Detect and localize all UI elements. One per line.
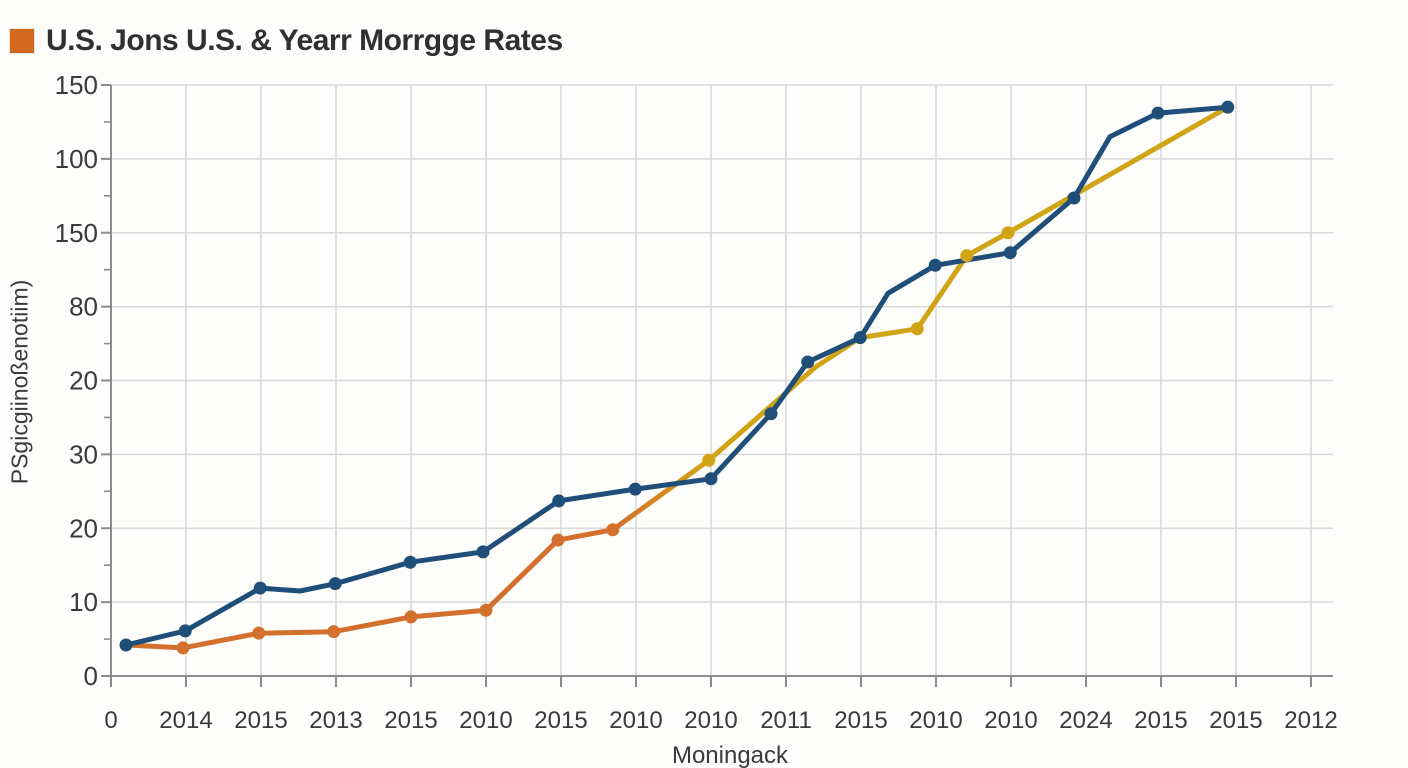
y-tick-label: 10 [69, 587, 98, 617]
data-point-marker [552, 494, 566, 508]
data-point-marker [479, 603, 493, 617]
legend-swatch-icon [9, 28, 35, 54]
y-tick-label: 150 [55, 218, 98, 248]
x-tick-label: 0 [104, 707, 117, 734]
x-tick-label: 2010 [609, 707, 662, 734]
data-point-marker [764, 407, 778, 421]
series-mortgage-transition-line [610, 457, 712, 533]
data-point-marker [1151, 106, 1165, 120]
data-point-marker [476, 545, 490, 559]
x-tick-label: 2013 [309, 707, 362, 734]
data-point-marker [1001, 226, 1015, 240]
y-tick-label: 100 [55, 144, 98, 174]
data-point-marker [704, 472, 718, 486]
data-point-marker [801, 355, 815, 369]
data-point-marker [910, 322, 924, 336]
data-point-marker [178, 624, 192, 638]
y-tick-label: 150 [55, 70, 98, 100]
series-rates-blue-line [123, 104, 1231, 648]
x-tick-label: 2024 [1059, 707, 1112, 734]
x-tick-label: 2015 [834, 707, 887, 734]
x-tick-label: 2014 [159, 707, 212, 734]
y-tick-label: 20 [69, 513, 98, 543]
chart-header: U.S. Jons U.S. & Yearr Morrgge Rates [9, 24, 563, 58]
data-point-marker [551, 533, 565, 547]
y-tick-label: 80 [69, 292, 98, 322]
series-mortgage-orange-line [123, 527, 616, 651]
x-tick-label: 2010 [684, 707, 737, 734]
data-point-marker [1003, 246, 1017, 260]
x-tick-label: 2010 [984, 707, 1037, 734]
data-point-marker [403, 555, 417, 569]
y-tick-label: 0 [84, 661, 98, 691]
data-point-marker [853, 331, 867, 345]
x-axis-title: Moningack [671, 742, 789, 768]
data-point-marker [253, 581, 267, 595]
data-point-marker [327, 625, 341, 639]
data-point-marker [606, 523, 620, 537]
data-point-marker [176, 641, 190, 655]
x-tick-label: 2012 [1284, 707, 1337, 734]
data-point-marker [328, 577, 342, 591]
data-point-marker [1067, 191, 1081, 205]
data-point-marker [960, 249, 974, 263]
x-tick-label: 2015 [234, 707, 287, 734]
data-point-marker [252, 626, 266, 640]
data-point-marker [119, 638, 133, 652]
y-tick-label: 30 [69, 439, 98, 469]
x-tick-label: 2015 [534, 707, 587, 734]
data-point-marker [1221, 100, 1235, 114]
x-tick-label: 2010 [909, 707, 962, 734]
x-tick-label: 2010 [459, 707, 512, 734]
data-point-marker [404, 610, 418, 624]
x-tick-label: 2015 [1209, 707, 1262, 734]
x-tick-label: 2011 [760, 707, 812, 734]
chart-title: U.S. Jons U.S. & Yearr Morrgge Rates [46, 24, 563, 57]
y-tick-label: 20 [69, 366, 98, 396]
data-point-marker [702, 453, 716, 467]
x-tick-label: 2015 [384, 707, 437, 734]
x-tick-label: 2015 [1134, 707, 1187, 734]
data-point-marker [928, 258, 942, 272]
data-point-marker [628, 482, 642, 496]
